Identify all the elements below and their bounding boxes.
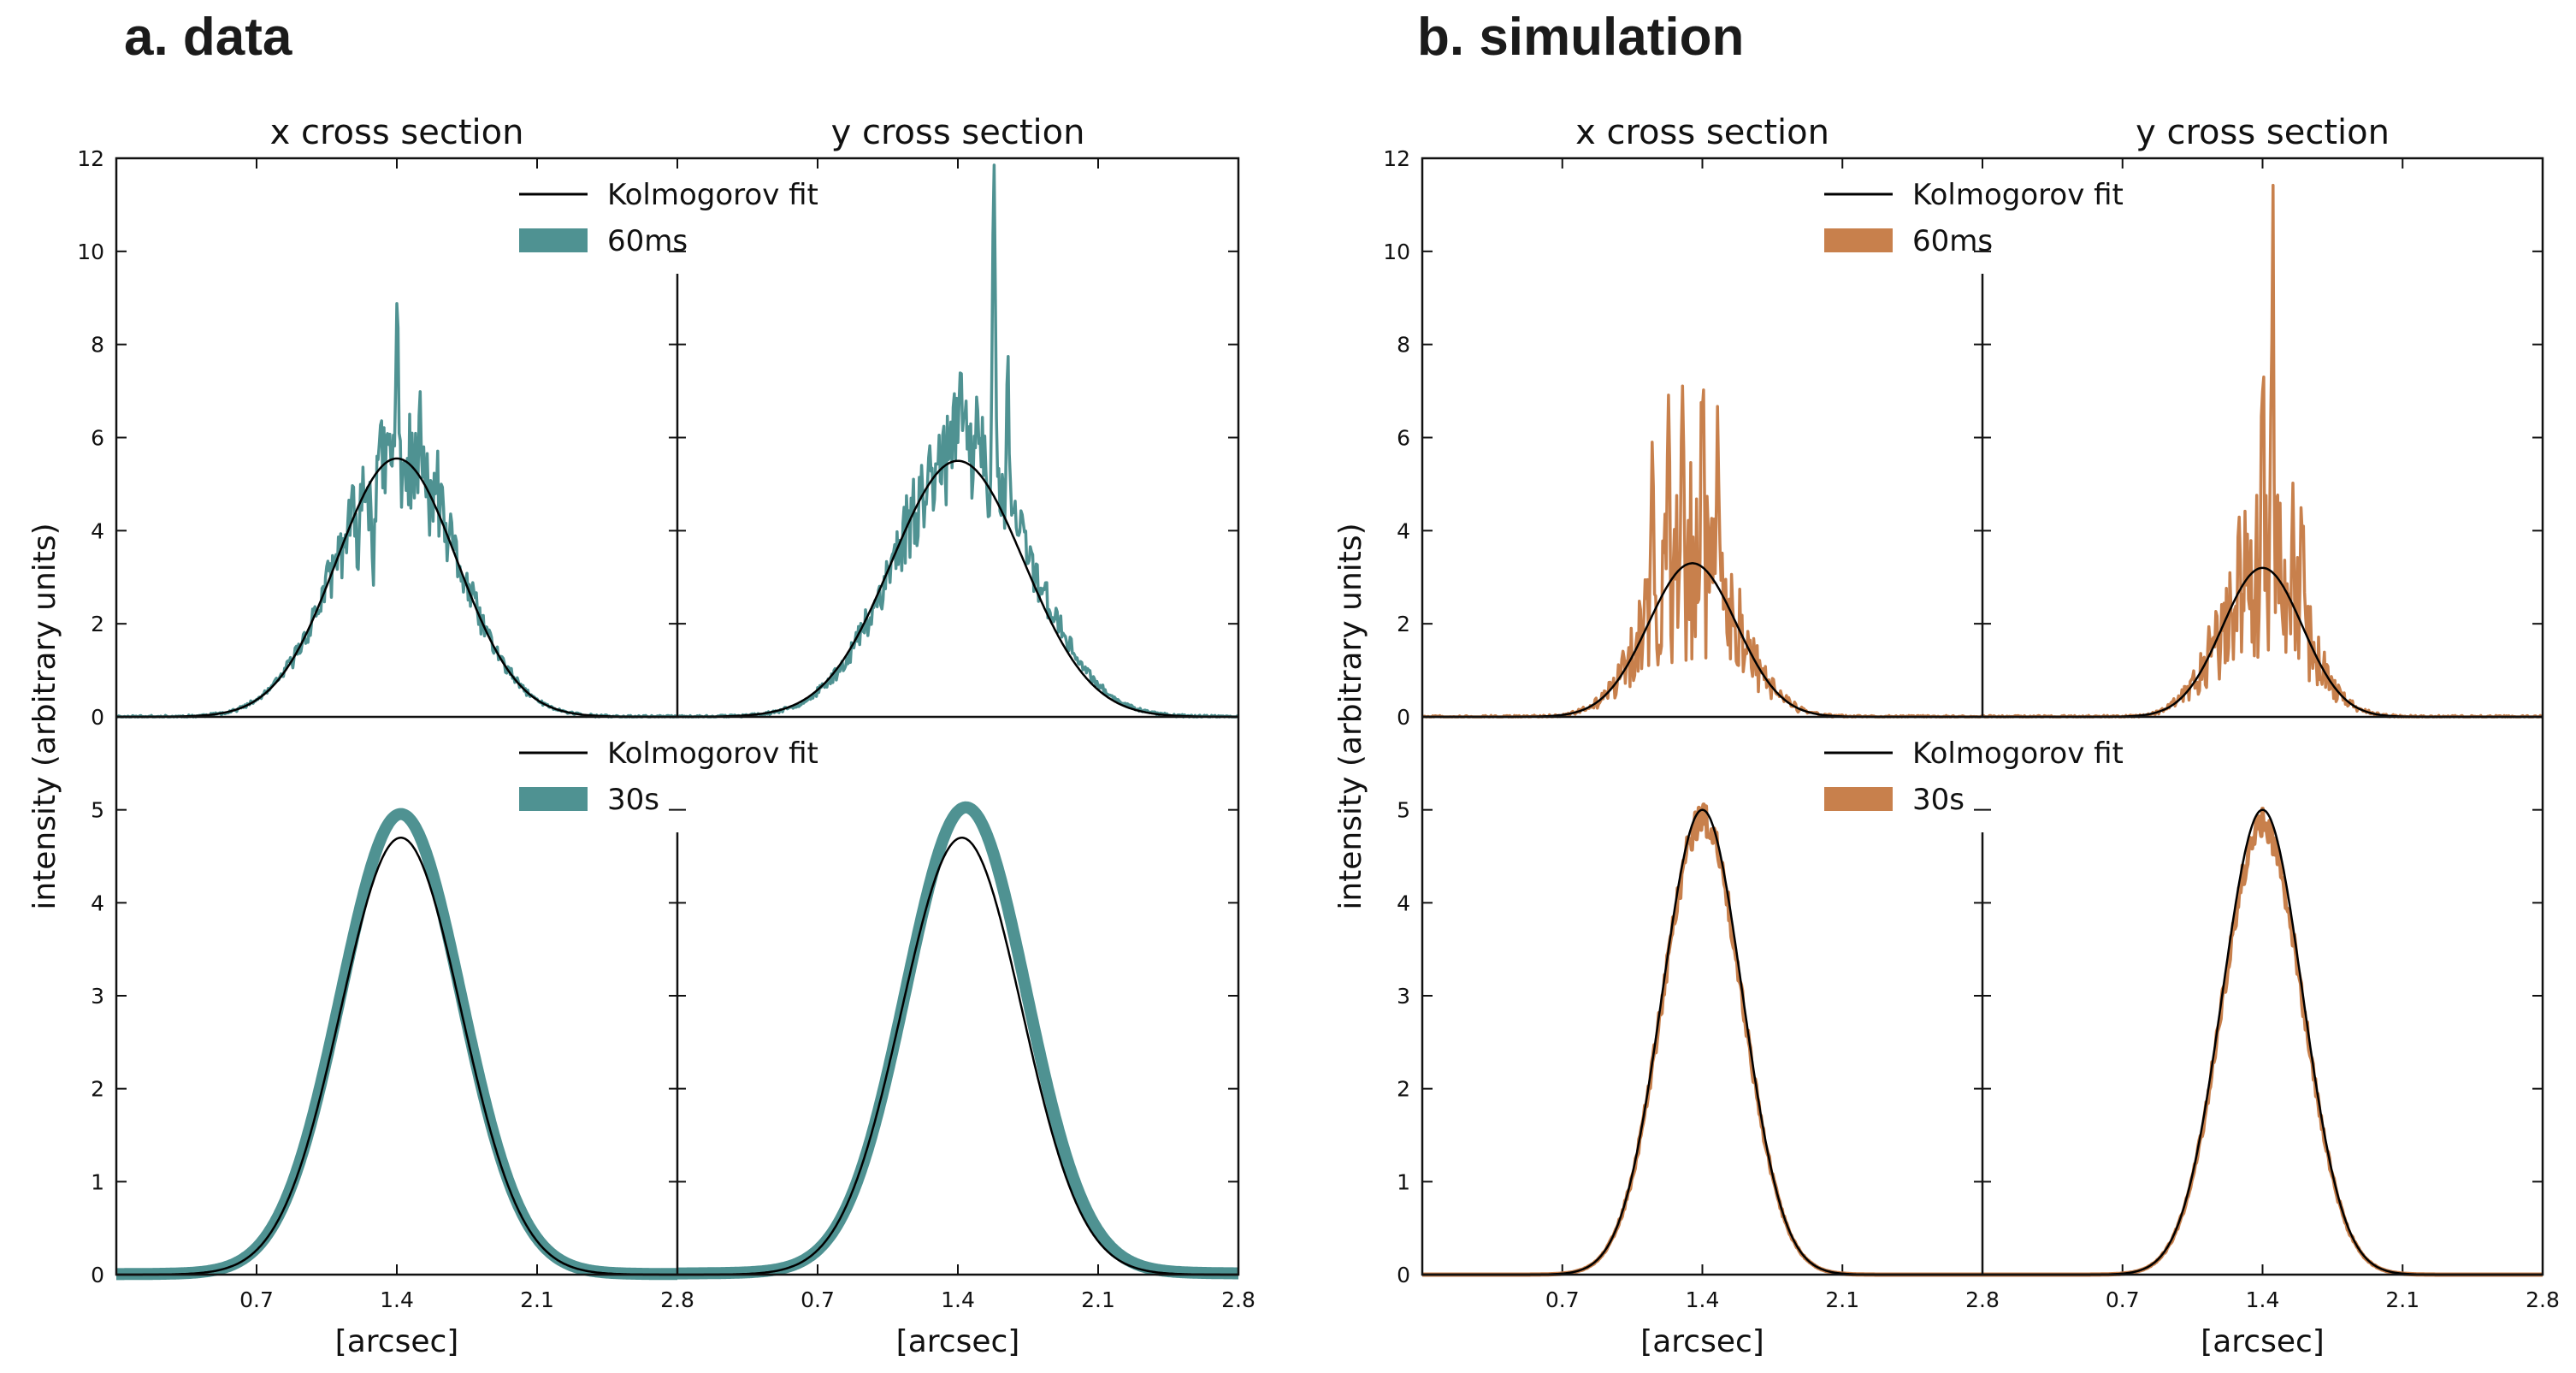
legend-series-label: 60ms: [1912, 224, 1993, 258]
y-tick-label: 10: [77, 240, 104, 264]
y-tick-label: 6: [91, 426, 104, 451]
y-tick-label: 5: [91, 798, 104, 823]
y-tick-label: 0: [91, 705, 104, 730]
legend-fit-label: Kolmogorov fit: [607, 737, 818, 771]
y-tick-label: 12: [1383, 146, 1410, 171]
x-tick-label: 0.7: [801, 1287, 835, 1312]
y-axis-label: intensity (arbitrary units): [1333, 523, 1368, 909]
legend-series-swatch: [1824, 787, 1893, 811]
observed-series-60ms-x: [1421, 384, 1983, 719]
x-tick-label: 0.7: [2106, 1287, 2140, 1312]
legend-fit-label: Kolmogorov fit: [607, 178, 818, 212]
x-axis-label: [arcsec]: [335, 1324, 459, 1359]
x-tick-label: 2.1: [1825, 1287, 1859, 1312]
kolmogorov-fit-line-y: [677, 459, 1238, 719]
y-tick-label: 4: [1397, 518, 1410, 543]
y-tick-label: 0: [1397, 705, 1410, 730]
y-tick-label: 3: [91, 984, 104, 1009]
observed-series-30s-y: [672, 801, 1244, 1280]
x-axis-label: [arcsec]: [1640, 1324, 1764, 1359]
x-axis-label: [arcsec]: [2201, 1324, 2325, 1359]
x-tick-label: 1.4: [1686, 1287, 1720, 1312]
y-tick-label: 5: [1397, 798, 1410, 823]
y-tick-label: 4: [1397, 891, 1410, 915]
y-tick-label: 8: [1397, 333, 1410, 358]
kolmogorov-fit-line-y: [1982, 808, 2543, 1276]
column-title-x: x cross section: [270, 113, 524, 152]
x-tick-label: 2.8: [660, 1287, 694, 1312]
y-axis-label: intensity (arbitrary units): [27, 523, 62, 909]
legend-series-swatch: [1824, 228, 1893, 252]
y-tick-label: 3: [1397, 984, 1410, 1009]
legend-series-label: 30s: [607, 783, 659, 817]
x-tick-label: 1.4: [2246, 1287, 2280, 1312]
observed-series-60ms-y: [676, 163, 1239, 719]
y-tick-label: 4: [91, 518, 104, 543]
x-tick-label: 2.1: [1081, 1287, 1115, 1312]
observed-series-30s-x: [111, 808, 682, 1281]
x-tick-label: 1.4: [380, 1287, 414, 1312]
y-tick-label: 6: [1397, 426, 1410, 451]
kolmogorov-fit-line-x: [1422, 562, 1982, 719]
column-title-x: x cross section: [1575, 113, 1829, 152]
y-tick-label: 0: [91, 1263, 104, 1287]
column-title-y: y cross section: [831, 113, 1085, 152]
x-tick-label: 1.4: [941, 1287, 975, 1312]
x-tick-label: 2.8: [2526, 1287, 2560, 1312]
kolmogorov-fit-line-y: [677, 837, 1238, 1276]
legend-fit-label: Kolmogorov fit: [1912, 178, 2124, 212]
y-tick-label: 2: [91, 1077, 104, 1102]
kolmogorov-fit-line-x: [116, 837, 677, 1276]
y-tick-label: 8: [91, 333, 104, 358]
legend-series-swatch: [519, 228, 588, 252]
kolmogorov-fit-line-x: [1422, 808, 1982, 1276]
y-tick-label: 1: [1397, 1169, 1410, 1194]
panel-a-title: a. data: [124, 8, 292, 67]
x-tick-label: 0.7: [239, 1287, 274, 1312]
legend-fit-label: Kolmogorov fit: [1912, 737, 2124, 771]
observed-series-30s-x: [1421, 802, 1984, 1277]
legend-series-label: 60ms: [607, 224, 688, 258]
observed-series-60ms-x: [115, 302, 678, 719]
column-title-y: y cross section: [2136, 113, 2390, 152]
y-tick-label: 4: [91, 891, 104, 915]
x-tick-label: 0.7: [1545, 1287, 1580, 1312]
x-tick-label: 2.8: [1221, 1287, 1256, 1312]
observed-series-60ms-y: [1982, 183, 2544, 719]
y-tick-label: 10: [1383, 240, 1410, 264]
x-tick-label: 2.8: [1965, 1287, 2000, 1312]
panel-b-title: b. simulation: [1417, 8, 1745, 67]
y-tick-label: 2: [1397, 612, 1410, 636]
y-tick-label: 2: [1397, 1077, 1410, 1102]
y-tick-label: 0: [1397, 1263, 1410, 1287]
observed-series-30s-y: [1981, 807, 2544, 1277]
kolmogorov-fit-line-x: [116, 457, 677, 719]
y-tick-label: 12: [77, 146, 104, 171]
x-tick-label: 2.1: [520, 1287, 554, 1312]
x-tick-label: 2.1: [2385, 1287, 2419, 1312]
legend-series-swatch: [519, 787, 588, 811]
x-axis-label: [arcsec]: [896, 1324, 1020, 1359]
y-tick-label: 2: [91, 612, 104, 636]
y-tick-label: 1: [91, 1169, 104, 1194]
kolmogorov-fit-line-y: [1982, 566, 2543, 719]
legend-series-label: 30s: [1912, 783, 1964, 817]
